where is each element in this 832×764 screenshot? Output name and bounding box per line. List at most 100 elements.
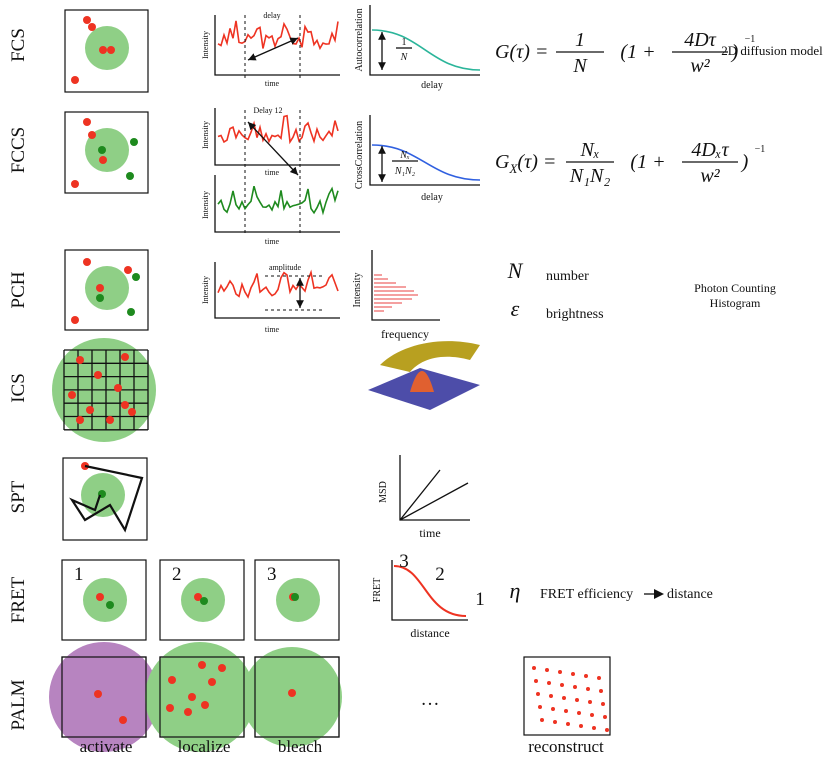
dot: [584, 674, 588, 678]
equation-lhs: GX(τ) =: [495, 151, 556, 176]
label: FRET: [8, 576, 29, 623]
dot: [88, 131, 96, 139]
dot: [577, 711, 581, 715]
label: CrossCorrelation: [354, 121, 365, 189]
dot: [547, 681, 551, 685]
dot: [590, 713, 594, 717]
label: time: [265, 237, 280, 246]
label: Delay 12: [253, 106, 282, 115]
focus: [145, 642, 255, 752]
label: time: [265, 325, 280, 334]
label: 2: [435, 564, 445, 585]
dot: [99, 156, 107, 164]
dot: [121, 353, 129, 361]
dot: [76, 356, 84, 364]
dot: [130, 138, 138, 146]
label: ICS: [8, 373, 29, 403]
curve: [394, 566, 466, 616]
label: amplitude: [269, 263, 301, 272]
dot: [184, 708, 192, 716]
dot: [127, 308, 135, 316]
label: w²: [700, 165, 720, 187]
dot: [592, 726, 596, 730]
label: MSD: [378, 481, 389, 503]
label: time: [265, 168, 280, 177]
label: Nₓ: [579, 139, 599, 161]
dot: [88, 23, 96, 31]
label: distance: [410, 626, 449, 640]
focus: [85, 26, 129, 70]
label: N: [507, 258, 524, 283]
label: G(τ) =: [495, 41, 548, 63]
dot: [200, 597, 208, 605]
dot: [540, 718, 544, 722]
label: reconstruct: [528, 737, 604, 756]
label: Photon Counting: [694, 281, 776, 295]
dot: [96, 294, 104, 302]
dot: [573, 685, 577, 689]
label: FRET: [372, 578, 383, 602]
label: Intensity: [201, 121, 210, 149]
dot: [83, 258, 91, 266]
focus: [276, 578, 320, 622]
dot: [126, 172, 134, 180]
dot: [124, 266, 132, 274]
dot: [86, 406, 94, 414]
dot: [166, 704, 174, 712]
diagram: FCSFCCSPCHICSSPTFRETPALMdelayIntensityti…: [0, 0, 832, 759]
label: PALM: [8, 679, 29, 730]
axes: [215, 108, 340, 165]
dot: [588, 700, 592, 704]
label: 3: [399, 551, 409, 572]
dot: [532, 666, 536, 670]
label: −1: [755, 144, 766, 155]
label: delay: [421, 192, 443, 203]
dot: [536, 692, 540, 696]
label: 1: [74, 564, 84, 585]
dot: [94, 690, 102, 698]
dot: [601, 702, 605, 706]
dot: [575, 698, 579, 702]
trace: [218, 21, 338, 49]
label: 1: [575, 29, 585, 51]
label: Intensity: [352, 273, 363, 308]
dot: [560, 683, 564, 687]
label: 3: [267, 564, 277, 585]
line: [400, 470, 440, 520]
label: (1 +: [630, 151, 665, 173]
label: distance: [667, 587, 713, 602]
label: N₁N₂: [394, 166, 416, 177]
dot: [571, 672, 575, 676]
label: 2: [172, 564, 182, 585]
dot: [564, 709, 568, 713]
dot: [71, 316, 79, 324]
trace: [218, 186, 338, 213]
label: Intensity: [201, 276, 210, 304]
label: brightness: [546, 307, 604, 322]
dot: [208, 678, 216, 686]
dot: [549, 694, 553, 698]
dot: [538, 705, 542, 709]
label: time: [419, 526, 440, 540]
label: 1: [402, 37, 407, 48]
dot: [128, 408, 136, 416]
dot: [545, 668, 549, 672]
focus: [85, 266, 129, 310]
label: Autocorrelation: [354, 8, 365, 71]
label: (1 +: [620, 41, 655, 63]
axes: [372, 250, 440, 320]
dot: [76, 416, 84, 424]
label: 2D diffusion model: [721, 43, 823, 58]
focus: [49, 642, 159, 752]
curve: [372, 145, 480, 180]
dot: [218, 664, 226, 672]
label: 4Dₓτ: [691, 139, 729, 161]
label: localize: [178, 737, 231, 756]
dot: [291, 593, 299, 601]
dot: [551, 707, 555, 711]
dot: [553, 720, 557, 724]
dot: [119, 716, 127, 724]
dot: [603, 715, 607, 719]
dot: [132, 273, 140, 281]
label: delay: [421, 80, 443, 91]
